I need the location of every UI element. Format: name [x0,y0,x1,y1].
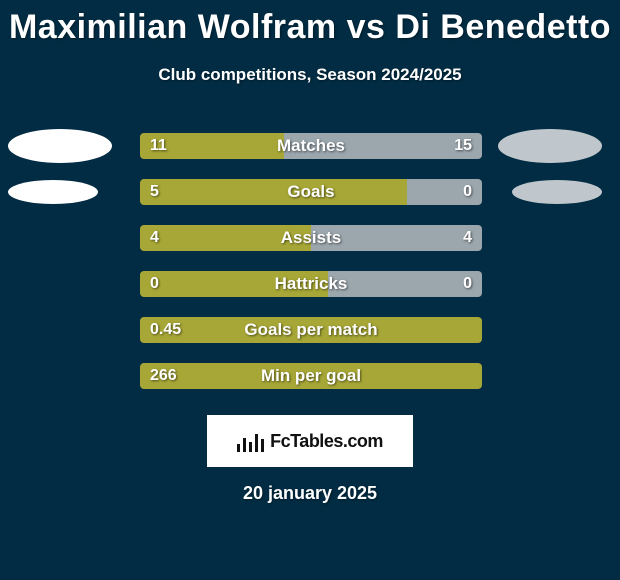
stat-bar-left [140,317,482,343]
player-right-oval [498,129,602,163]
page-title: Maximilian Wolfram vs Di Benedetto [0,0,620,47]
player-left-oval [8,129,112,163]
stat-bar-left [140,133,284,159]
stat-row: Matches1115 [0,123,620,169]
stat-bar [140,225,482,251]
stat-bar-right [284,133,482,159]
stats-container: Matches1115Goals50Assists44Hattricks00Go… [0,123,620,399]
date-label: 20 january 2025 [0,483,620,504]
stat-bar [140,363,482,389]
stat-bar-right [407,179,482,205]
fctables-logo: FcTables.com [207,415,413,467]
stat-row: Goals per match0.45 [0,307,620,353]
stat-bar [140,133,482,159]
player-left-oval [8,180,98,204]
subtitle: Club competitions, Season 2024/2025 [0,65,620,85]
stat-bar-right [328,271,482,297]
stat-bar-left [140,271,328,297]
stat-bar-right [311,225,482,251]
stat-row: Goals50 [0,169,620,215]
stat-row: Min per goal266 [0,353,620,399]
stat-row: Hattricks00 [0,261,620,307]
stat-row: Assists44 [0,215,620,261]
stat-bar [140,179,482,205]
stat-bar-left [140,225,311,251]
logo-text: FcTables.com [270,431,383,452]
logo-bars-icon [237,430,264,452]
stat-bar-left [140,179,407,205]
stat-bar [140,317,482,343]
stat-bar [140,271,482,297]
player-right-oval [512,180,602,204]
stat-bar-left [140,363,482,389]
